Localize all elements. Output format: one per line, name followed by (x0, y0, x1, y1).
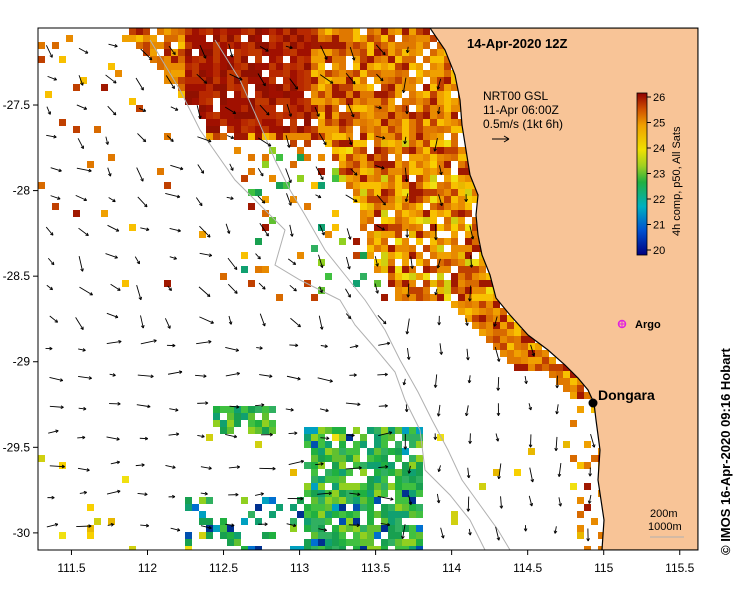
land-mass (429, 28, 698, 550)
isobath-legend-200m: 200m (650, 508, 678, 520)
x-tick-label: 114 (442, 561, 461, 575)
map-title: 14-Apr-2020 12Z (467, 36, 567, 51)
x-tick-label: 114.5 (513, 561, 542, 575)
colorbar-label: 4h comp, p50, All Sats (671, 126, 683, 236)
current-scale: 0.5m/s (1kt 6h) (483, 117, 563, 131)
isobath-legend-1000m: 1000m (648, 521, 682, 533)
argo-label: Argo (635, 319, 661, 331)
colorbar-tick-label: 20 (653, 245, 665, 257)
colorbar-tick-label: 22 (653, 194, 665, 206)
colorbar-tick-label: 24 (653, 143, 665, 155)
colorbar-ramp (636, 92, 648, 256)
dongara-marker (588, 398, 598, 408)
colorbar-tick-label: 26 (653, 92, 665, 104)
y-tick-label: -28 (13, 184, 31, 198)
x-tick-label: 115.5 (665, 561, 694, 575)
x-tick-label: 113 (290, 561, 309, 575)
y-tick-label: -29.5 (3, 440, 31, 454)
colorbar-tick-label: 23 (653, 169, 665, 181)
isobath-200m (214, 39, 511, 550)
scale-arrow-icon (492, 135, 510, 143)
current-source: NRT00 GSL (483, 89, 548, 103)
y-axis: -27.5 -28 -28.5 -29 -29.5 -30 (3, 98, 38, 540)
current-vectors (45, 43, 596, 542)
colorbar-tick-label: 25 (653, 118, 665, 130)
x-tick-label: 111.5 (57, 561, 86, 575)
sst-pixels (38, 28, 605, 550)
dongara-label: Dongara (598, 387, 655, 403)
x-tick-label: 115 (594, 561, 613, 575)
x-axis: 111.5 112 112.5 113 113.5 114 114.5 115 115.5 (57, 550, 695, 575)
current-time: 11-Apr 06:00Z (483, 103, 559, 117)
y-tick-label: -27.5 (3, 98, 31, 112)
credit-text: © IMOS 16-Apr-2020 09:16 Hobart (718, 348, 733, 555)
map-frame (37, 27, 699, 551)
y-tick-label: -30 (13, 526, 31, 540)
y-tick-label: -28.5 (3, 269, 31, 283)
colorbar-tick-label: 21 (653, 220, 665, 232)
y-tick-label: -29 (13, 355, 31, 369)
x-tick-label: 112 (138, 561, 157, 575)
x-tick-label: 112.5 (209, 561, 238, 575)
x-tick-label: 113.5 (361, 561, 390, 575)
argo-marker (617, 319, 627, 329)
isobath-1000m (149, 39, 486, 550)
colorbar: 26 25 24 23 22 21 20 4h comp, p50, All Sats (636, 92, 683, 257)
